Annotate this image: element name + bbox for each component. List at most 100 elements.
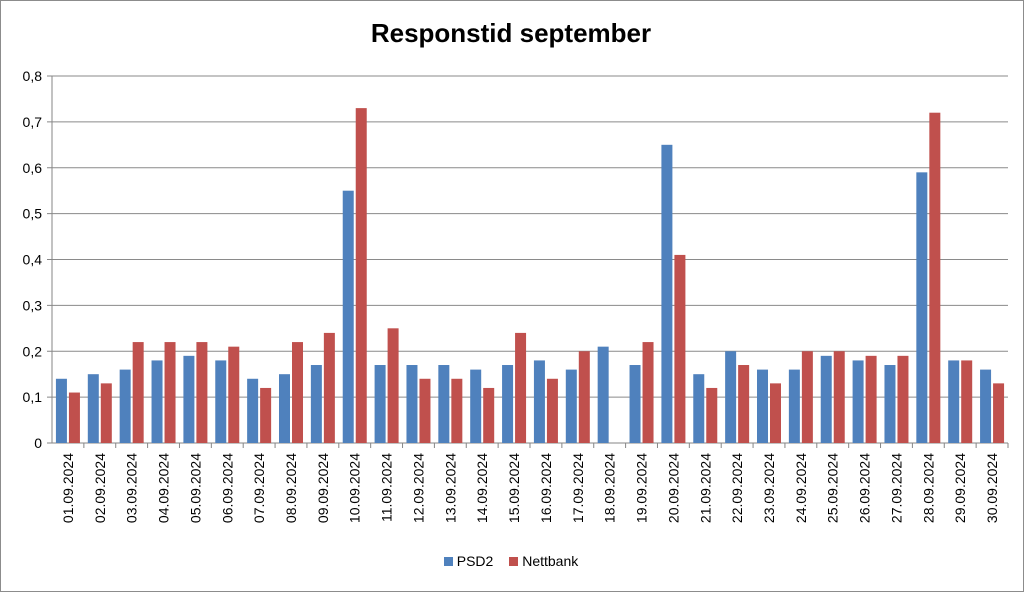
x-tick-label: 29.09.2024 <box>952 453 968 523</box>
bar-psd2 <box>438 365 450 443</box>
bar-psd2 <box>788 369 800 443</box>
bar-psd2 <box>884 365 896 443</box>
x-tick-label: 08.09.2024 <box>283 453 299 523</box>
bar-psd2 <box>916 172 928 443</box>
bar-psd2 <box>693 374 705 443</box>
bar-nettbank <box>961 360 973 443</box>
bar-psd2 <box>55 378 67 443</box>
bar-nettbank <box>228 346 240 443</box>
bar-psd2 <box>661 144 673 443</box>
bar-nettbank <box>865 355 877 443</box>
gridlines <box>47 75 1009 448</box>
x-axis-ticks: 01.09.2024 02.09.2024 03.09.2024 04.09.2024… <box>60 453 1000 523</box>
bar-nettbank <box>929 112 941 443</box>
bar-nettbank <box>738 365 750 443</box>
x-tick-label: 16.09.2024 <box>538 453 554 523</box>
bar-psd2 <box>533 360 545 443</box>
x-tick-label: 20.09.2024 <box>665 453 681 523</box>
bar-nettbank <box>451 378 463 443</box>
bar-nettbank <box>674 254 686 443</box>
x-tick-label: 10.09.2024 <box>347 453 363 523</box>
bar-nettbank <box>164 342 176 443</box>
y-tick-label: 0,5 <box>23 206 43 222</box>
bar-nettbank <box>546 378 558 443</box>
y-tick-label: 0,8 <box>23 68 43 84</box>
bar-psd2 <box>215 360 227 443</box>
bar-psd2 <box>820 355 832 443</box>
y-tick-label: 0 <box>34 435 42 451</box>
bar-nettbank <box>578 351 590 443</box>
bar-psd2 <box>852 360 864 443</box>
bar-nettbank <box>387 328 399 443</box>
legend: PSD2 Nettbank <box>0 553 1022 569</box>
legend-label-nettbank: Nettbank <box>522 553 579 569</box>
bar-psd2 <box>565 369 577 443</box>
bar-psd2 <box>725 351 737 443</box>
y-tick-label: 0,6 <box>23 160 43 176</box>
x-tick-label: 23.09.2024 <box>761 453 777 523</box>
legend-label-psd2: PSD2 <box>456 553 494 569</box>
bar-psd2 <box>183 355 195 443</box>
bar-nettbank <box>68 392 80 443</box>
bar-nettbank <box>483 387 495 443</box>
bar-psd2 <box>87 374 99 443</box>
chart-title: Responstid september <box>370 18 652 48</box>
x-tick-label: 09.09.2024 <box>315 453 331 523</box>
bar-nettbank <box>355 108 367 444</box>
bar-nettbank <box>993 383 1005 443</box>
bar-nettbank <box>833 351 845 443</box>
bar-nettbank <box>260 387 272 443</box>
bars <box>55 108 1005 444</box>
y-tick-label: 0,4 <box>23 252 43 268</box>
bar-psd2 <box>342 190 354 443</box>
bar-nettbank <box>515 332 527 443</box>
x-tick-label: 04.09.2024 <box>156 453 172 523</box>
x-tick-label: 18.09.2024 <box>602 453 618 523</box>
y-tick-label: 0,3 <box>23 297 43 313</box>
legend-item-nettbank: Nettbank <box>509 553 578 569</box>
x-tick-label: 05.09.2024 <box>187 453 203 523</box>
bar-psd2 <box>310 365 322 443</box>
x-tick-label: 19.09.2024 <box>634 453 650 523</box>
y-tick-label: 0,2 <box>23 343 43 359</box>
x-tick-label: 21.09.2024 <box>697 453 713 523</box>
bar-psd2 <box>151 360 163 443</box>
x-tick-label: 12.09.2024 <box>410 453 426 523</box>
bar-nettbank <box>642 342 654 443</box>
bar-psd2 <box>629 365 641 443</box>
x-tick-label: 03.09.2024 <box>124 453 140 523</box>
x-tick-label: 02.09.2024 <box>92 453 108 523</box>
bar-psd2 <box>374 365 386 443</box>
bar-nettbank <box>419 378 431 443</box>
bar-psd2 <box>980 369 992 443</box>
x-tick-label: 15.09.2024 <box>506 453 522 523</box>
y-tick-label: 0,7 <box>23 114 43 130</box>
bar-nettbank <box>292 342 303 443</box>
bar-psd2 <box>597 346 609 443</box>
bar-nettbank <box>132 342 144 443</box>
bar-nettbank <box>770 383 781 443</box>
bar-psd2 <box>119 369 131 443</box>
legend-item-psd2: PSD2 <box>443 553 494 569</box>
x-tick-label: 11.09.2024 <box>379 453 395 522</box>
x-tick-label: 27.09.2024 <box>888 453 904 523</box>
x-tick-label: 25.09.2024 <box>825 453 841 523</box>
x-tick-label: 24.09.2024 <box>793 453 809 523</box>
x-tick-label: 06.09.2024 <box>219 453 235 523</box>
bar-nettbank <box>897 355 909 443</box>
bar-nettbank <box>801 351 813 443</box>
x-tick-label: 13.09.2024 <box>442 453 458 523</box>
bar-nettbank <box>323 332 335 443</box>
bar-psd2 <box>247 378 259 443</box>
x-tick-label: 17.09.2024 <box>570 453 586 523</box>
bar-nettbank <box>706 387 718 443</box>
legend-swatch-nettbank <box>509 557 519 566</box>
bar-nettbank <box>100 383 112 443</box>
bar-psd2 <box>470 369 482 443</box>
bar-psd2 <box>502 365 514 443</box>
legend-swatch-psd2 <box>443 557 453 566</box>
x-tick-label: 28.09.2024 <box>920 453 936 523</box>
x-tick-label: 22.09.2024 <box>729 453 745 523</box>
x-tick-label: 01.09.2024 <box>60 453 76 523</box>
